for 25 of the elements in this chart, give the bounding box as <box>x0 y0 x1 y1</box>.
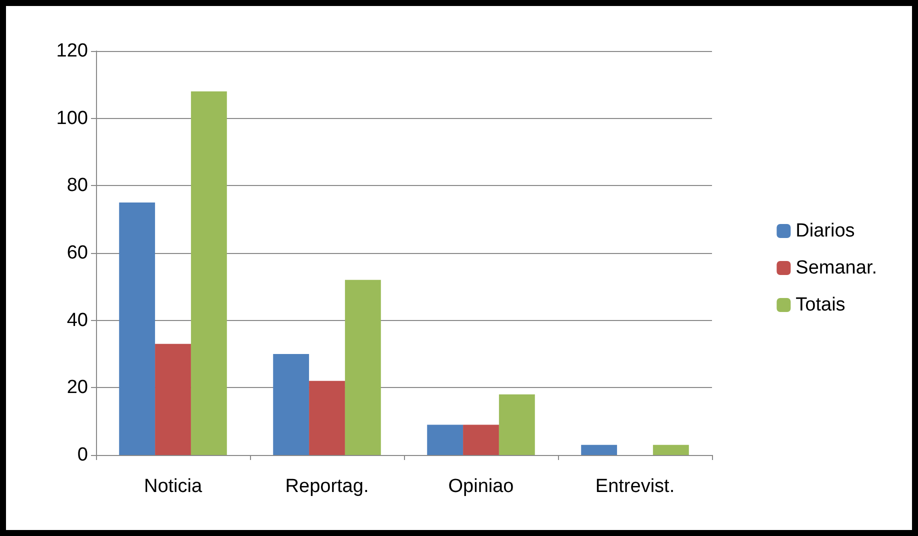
bar <box>463 424 499 455</box>
x-tick-label: Noticia <box>144 476 202 497</box>
y-tick-label: 80 <box>66 175 88 196</box>
bar <box>498 394 535 455</box>
bar <box>190 91 227 455</box>
x-tick-label: Opiniao <box>448 476 514 497</box>
legend-label: Semanar. <box>796 258 878 278</box>
bar <box>273 354 310 455</box>
legend-label: Totais <box>796 294 846 316</box>
legend-label: Diarios <box>796 220 855 242</box>
bar <box>344 280 381 455</box>
y-tick-label: 40 <box>66 310 88 331</box>
y-tick-label: 20 <box>66 377 88 398</box>
bar <box>581 444 618 455</box>
bar <box>155 344 191 455</box>
bar <box>652 444 689 455</box>
y-tick-label: 60 <box>66 242 88 264</box>
bar <box>427 424 464 455</box>
x-tick-label: Reportag. <box>285 476 369 497</box>
y-tick-label: 120 <box>56 40 88 62</box>
x-tick-label: Entrevist. <box>595 476 675 497</box>
bar <box>309 380 345 455</box>
bar <box>119 202 156 455</box>
y-tick-label: 0 <box>77 444 88 466</box>
y-tick-label: 100 <box>56 108 88 129</box>
